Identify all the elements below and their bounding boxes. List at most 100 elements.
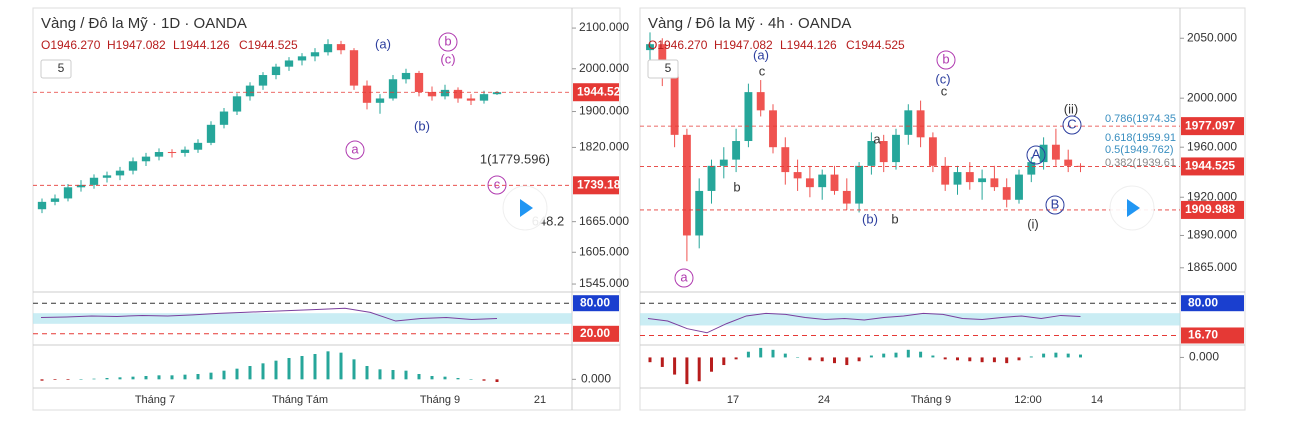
macd-bar [710,357,713,372]
candle-body [453,89,463,99]
candle-body [658,44,667,75]
candle-body [892,134,900,163]
candle-body [102,175,112,178]
ohlc-label: O1946.270 [648,38,708,52]
time-label: Tháng 7 [135,394,175,406]
macd-bar [183,374,187,380]
ohlc-label: O1946.270 [41,38,101,52]
macd-bar [469,379,473,380]
macd-bar [118,377,122,380]
rsi-tag [1181,327,1244,344]
candle-body [37,201,47,210]
candle-body [219,111,229,125]
macd-bar [734,357,738,360]
annotation: c [941,83,948,98]
candle-body [928,137,937,166]
interval-box[interactable] [647,59,679,79]
macd-bar [404,370,408,380]
wave-circle [487,175,507,195]
macd-bar [685,357,689,385]
macd-bar [660,357,664,367]
candle-body [719,159,728,166]
y-tick-label: 1820.000 [579,140,629,154]
macd-bar [456,378,460,380]
candle-body [769,110,777,148]
rsi-tag-label: 80.00 [1188,295,1218,309]
candle-body [1064,159,1073,166]
candle-body [362,85,372,103]
y-tick-label: 2000.000 [1187,90,1237,104]
candle-body [271,66,281,76]
candle-body [744,92,753,142]
annotation: A [1032,146,1041,161]
candle-body [1051,144,1060,160]
candle-body [76,184,86,188]
candle-body [830,174,839,191]
macd-bar [352,359,356,380]
y-tick-label: 1920.000 [1187,189,1237,203]
macd-bar [92,378,96,380]
candle-body [466,98,476,101]
macd-bar [771,349,775,358]
annotation: (i) [1027,216,1039,231]
candle-body [916,110,925,138]
wave-circle [936,50,956,70]
interval-label[interactable]: 5 [58,61,65,75]
price-tag-label: 1909.988 [1185,202,1235,216]
candle-body [492,92,502,95]
macd-bar [648,357,652,363]
macd-bar [430,376,434,380]
candle-body [245,85,255,97]
price-tag [573,83,619,102]
macd-bar [1029,356,1033,358]
macd-bar [968,357,972,362]
interval-box[interactable] [40,59,72,79]
macd-bar [66,379,70,380]
candle-body [128,161,138,171]
chart-title: Vàng / Đô la Mỹ · 4h · OANDA [648,15,851,32]
rsi-tag [573,295,619,312]
macd-bar [980,357,984,363]
annotation: (a) [375,36,391,51]
macd-bar [919,351,923,358]
y-tick-label: 1960.000 [1187,139,1237,153]
annotation: 0.5(1949.762) [1105,144,1174,156]
candle-body [375,98,385,103]
macd-bar [697,357,701,382]
macd-bar [1005,357,1009,364]
macd-bar [40,379,44,381]
annotation: a [351,141,359,156]
macd-bar [417,374,421,380]
macd-bar [1042,353,1046,358]
macd-bar [882,353,886,358]
macd-bar [170,375,174,380]
interval-label[interactable]: 5 [665,61,672,75]
play-icon[interactable] [1127,199,1140,217]
play-icon[interactable] [520,199,533,217]
candle-body [336,44,346,51]
annotation: b [444,33,451,48]
panel [32,7,621,411]
annotation: (a) [753,47,769,62]
macd-bar [1054,352,1058,358]
macd-bar [339,352,343,380]
time-label: 14 [1091,394,1103,406]
candle-body [904,110,913,135]
macd-bar [722,357,726,366]
rsi-tag-label: 20.00 [580,326,610,340]
macd-bar [391,370,395,380]
y-tick-label: 2050.000 [1187,30,1237,44]
annotation: 1(1779.596) [480,151,550,166]
candle-body [707,165,716,191]
candle-body [670,74,679,135]
candle-body [115,170,125,176]
macd-bar [79,379,83,380]
candle-body [1027,162,1036,175]
candle-body [167,152,177,154]
macd-bar [845,357,849,366]
rsi-line [40,307,498,322]
macd-bar [222,370,226,380]
price-tag [1181,117,1244,136]
candle-body [141,156,151,162]
